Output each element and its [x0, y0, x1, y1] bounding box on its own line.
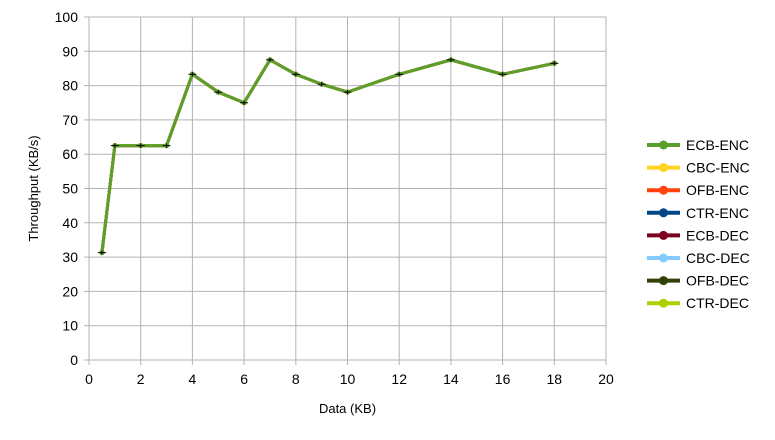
y-tick-label: 100 [55, 9, 79, 25]
x-tick-label: 8 [292, 371, 300, 387]
legend-item-cbc-dec: CBC-DEC [647, 250, 750, 266]
y-tick-label: 80 [62, 78, 78, 94]
legend-swatch-marker [659, 140, 668, 150]
legend-swatch-marker [659, 253, 668, 263]
x-tick-label: 2 [137, 371, 145, 387]
legend-item-ofb-enc: OFB-ENC [647, 182, 749, 198]
legend-item-ecb-dec: ECB-DEC [647, 227, 749, 243]
y-tick-labels: 0 10 20 30 40 50 60 70 80 90 100 [55, 9, 79, 368]
legend-label: ECB-ENC [686, 137, 749, 153]
y-tick-label: 0 [70, 352, 78, 368]
legend-label: ECB-DEC [686, 227, 749, 243]
legend-label: CBC-DEC [686, 250, 750, 266]
legend-label: CBC-ENC [686, 160, 750, 176]
x-tick-label: 12 [391, 371, 407, 387]
x-tick-label: 6 [240, 371, 248, 387]
y-axis-title: Throughput (KB/s) [26, 135, 41, 241]
x-axis-title: Data (KB) [319, 401, 376, 416]
axes [84, 16, 607, 365]
plot-frame [88, 16, 607, 361]
x-tick-label: 4 [189, 371, 197, 387]
y-tick-label: 50 [62, 181, 78, 197]
legend-swatch-marker [659, 185, 668, 195]
x-tick-label: 18 [547, 371, 563, 387]
legend-label: CTR-ENC [686, 205, 749, 221]
legend-item-cbc-enc: CBC-ENC [647, 160, 750, 176]
y-tick-label: 10 [62, 318, 78, 334]
legend-swatch-marker [659, 298, 668, 308]
legend-swatch-marker [659, 230, 668, 240]
legend: ECB-ENC CBC-ENC OFB-ENC CTR-ENC ECB-DEC CBC-D… [647, 137, 750, 311]
legend-swatch-marker [659, 276, 668, 286]
legend-item-ctr-enc: CTR-ENC [647, 205, 749, 221]
legend-item-ecb-enc: ECB-ENC [647, 137, 749, 153]
y-tick-label: 60 [62, 146, 78, 162]
x-tick-label: 10 [340, 371, 356, 387]
x-tick-label: 16 [495, 371, 511, 387]
legend-item-ofb-dec: OFB-DEC [647, 273, 749, 289]
x-tick-label: 20 [598, 371, 614, 387]
legend-item-ctr-dec: CTR-DEC [647, 295, 749, 311]
y-tick-label: 20 [62, 283, 78, 299]
legend-swatch-marker [659, 163, 668, 173]
y-tick-label: 40 [62, 215, 78, 231]
x-tick-label: 0 [85, 371, 93, 387]
y-tick-label: 90 [62, 43, 78, 59]
legend-label: OFB-ENC [686, 182, 749, 198]
x-tick-labels: 0 2 4 6 8 10 12 14 16 18 20 [85, 371, 614, 387]
error-bars [97, 57, 559, 255]
legend-label: OFB-DEC [686, 273, 749, 289]
y-tick-label: 30 [62, 249, 78, 265]
x-tick-label: 14 [443, 371, 459, 387]
y-tick-label: 70 [62, 112, 78, 128]
legend-swatch-marker [659, 208, 668, 218]
legend-label: CTR-DEC [686, 295, 749, 311]
